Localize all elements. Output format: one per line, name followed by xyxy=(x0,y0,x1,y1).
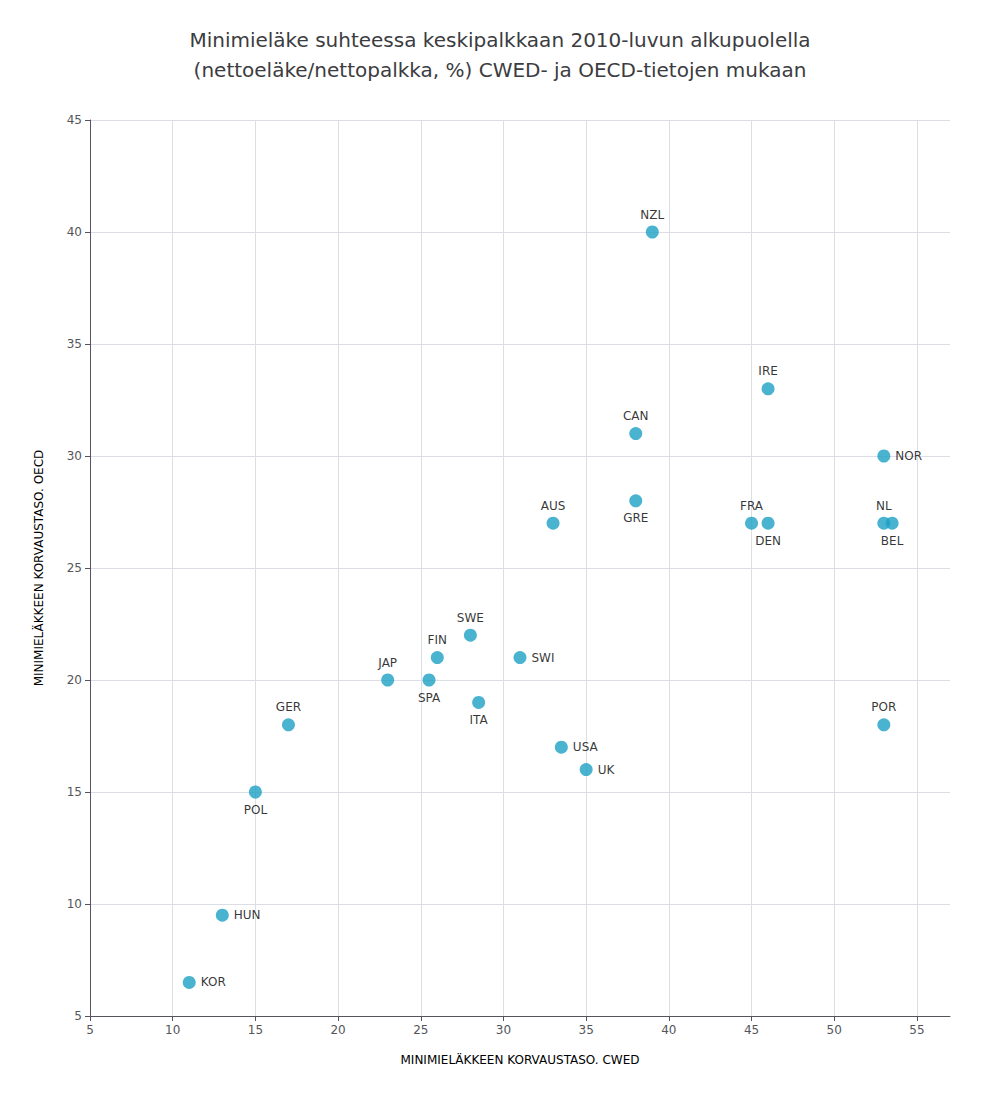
svg-text:NZL: NZL xyxy=(640,208,664,222)
svg-text:FIN: FIN xyxy=(428,633,447,647)
svg-text:MINIMIELÄKKEEN KORVAUSTASO. OE: MINIMIELÄKKEEN KORVAUSTASO. OECD xyxy=(31,450,46,687)
svg-text:25: 25 xyxy=(67,561,82,575)
svg-text:25: 25 xyxy=(413,1023,428,1037)
svg-text:IRE: IRE xyxy=(758,364,777,378)
svg-text:50: 50 xyxy=(827,1023,842,1037)
svg-text:JAP: JAP xyxy=(377,656,397,670)
svg-text:45: 45 xyxy=(744,1023,759,1037)
svg-text:Minimieläke suhteessa keskipal: Minimieläke suhteessa keskipalkkaan 2010… xyxy=(189,28,810,52)
svg-text:SWE: SWE xyxy=(457,611,484,625)
svg-text:UK: UK xyxy=(598,763,616,777)
svg-text:(nettoeläke/nettopalkka, %) CW: (nettoeläke/nettopalkka, %) CWED- ja OEC… xyxy=(194,58,807,82)
svg-text:30: 30 xyxy=(67,449,82,463)
svg-text:15: 15 xyxy=(248,1023,263,1037)
svg-text:35: 35 xyxy=(579,1023,594,1037)
svg-text:ITA: ITA xyxy=(470,713,489,727)
svg-text:20: 20 xyxy=(67,673,82,687)
svg-text:DEN: DEN xyxy=(755,534,781,548)
svg-text:40: 40 xyxy=(661,1023,676,1037)
svg-text:40: 40 xyxy=(67,225,82,239)
svg-text:GER: GER xyxy=(276,700,301,714)
svg-text:10: 10 xyxy=(165,1023,180,1037)
svg-text:35: 35 xyxy=(67,337,82,351)
svg-text:CAN: CAN xyxy=(623,409,649,423)
svg-text:NL: NL xyxy=(876,499,892,513)
svg-text:5: 5 xyxy=(74,1009,82,1023)
svg-text:BEL: BEL xyxy=(881,534,904,548)
svg-text:5: 5 xyxy=(86,1023,94,1037)
svg-text:POL: POL xyxy=(244,803,268,817)
svg-text:55: 55 xyxy=(909,1023,924,1037)
svg-text:20: 20 xyxy=(330,1023,345,1037)
svg-text:POR: POR xyxy=(871,700,896,714)
svg-text:15: 15 xyxy=(67,785,82,799)
svg-text:USA: USA xyxy=(573,740,599,754)
svg-text:SPA: SPA xyxy=(418,691,441,705)
svg-text:10: 10 xyxy=(67,897,82,911)
svg-text:HUN: HUN xyxy=(234,908,261,922)
svg-text:KOR: KOR xyxy=(201,975,226,989)
svg-text:GRE: GRE xyxy=(623,511,648,525)
svg-text:30: 30 xyxy=(496,1023,511,1037)
svg-text:45: 45 xyxy=(67,113,82,127)
svg-text:FRA: FRA xyxy=(740,499,764,513)
svg-text:MINIMIELÄKKEEN KORVAUSTASO. CW: MINIMIELÄKKEEN KORVAUSTASO. CWED xyxy=(400,1052,639,1067)
svg-text:NOR: NOR xyxy=(895,449,922,463)
svg-text:SWI: SWI xyxy=(532,651,555,665)
svg-text:AUS: AUS xyxy=(541,499,566,513)
